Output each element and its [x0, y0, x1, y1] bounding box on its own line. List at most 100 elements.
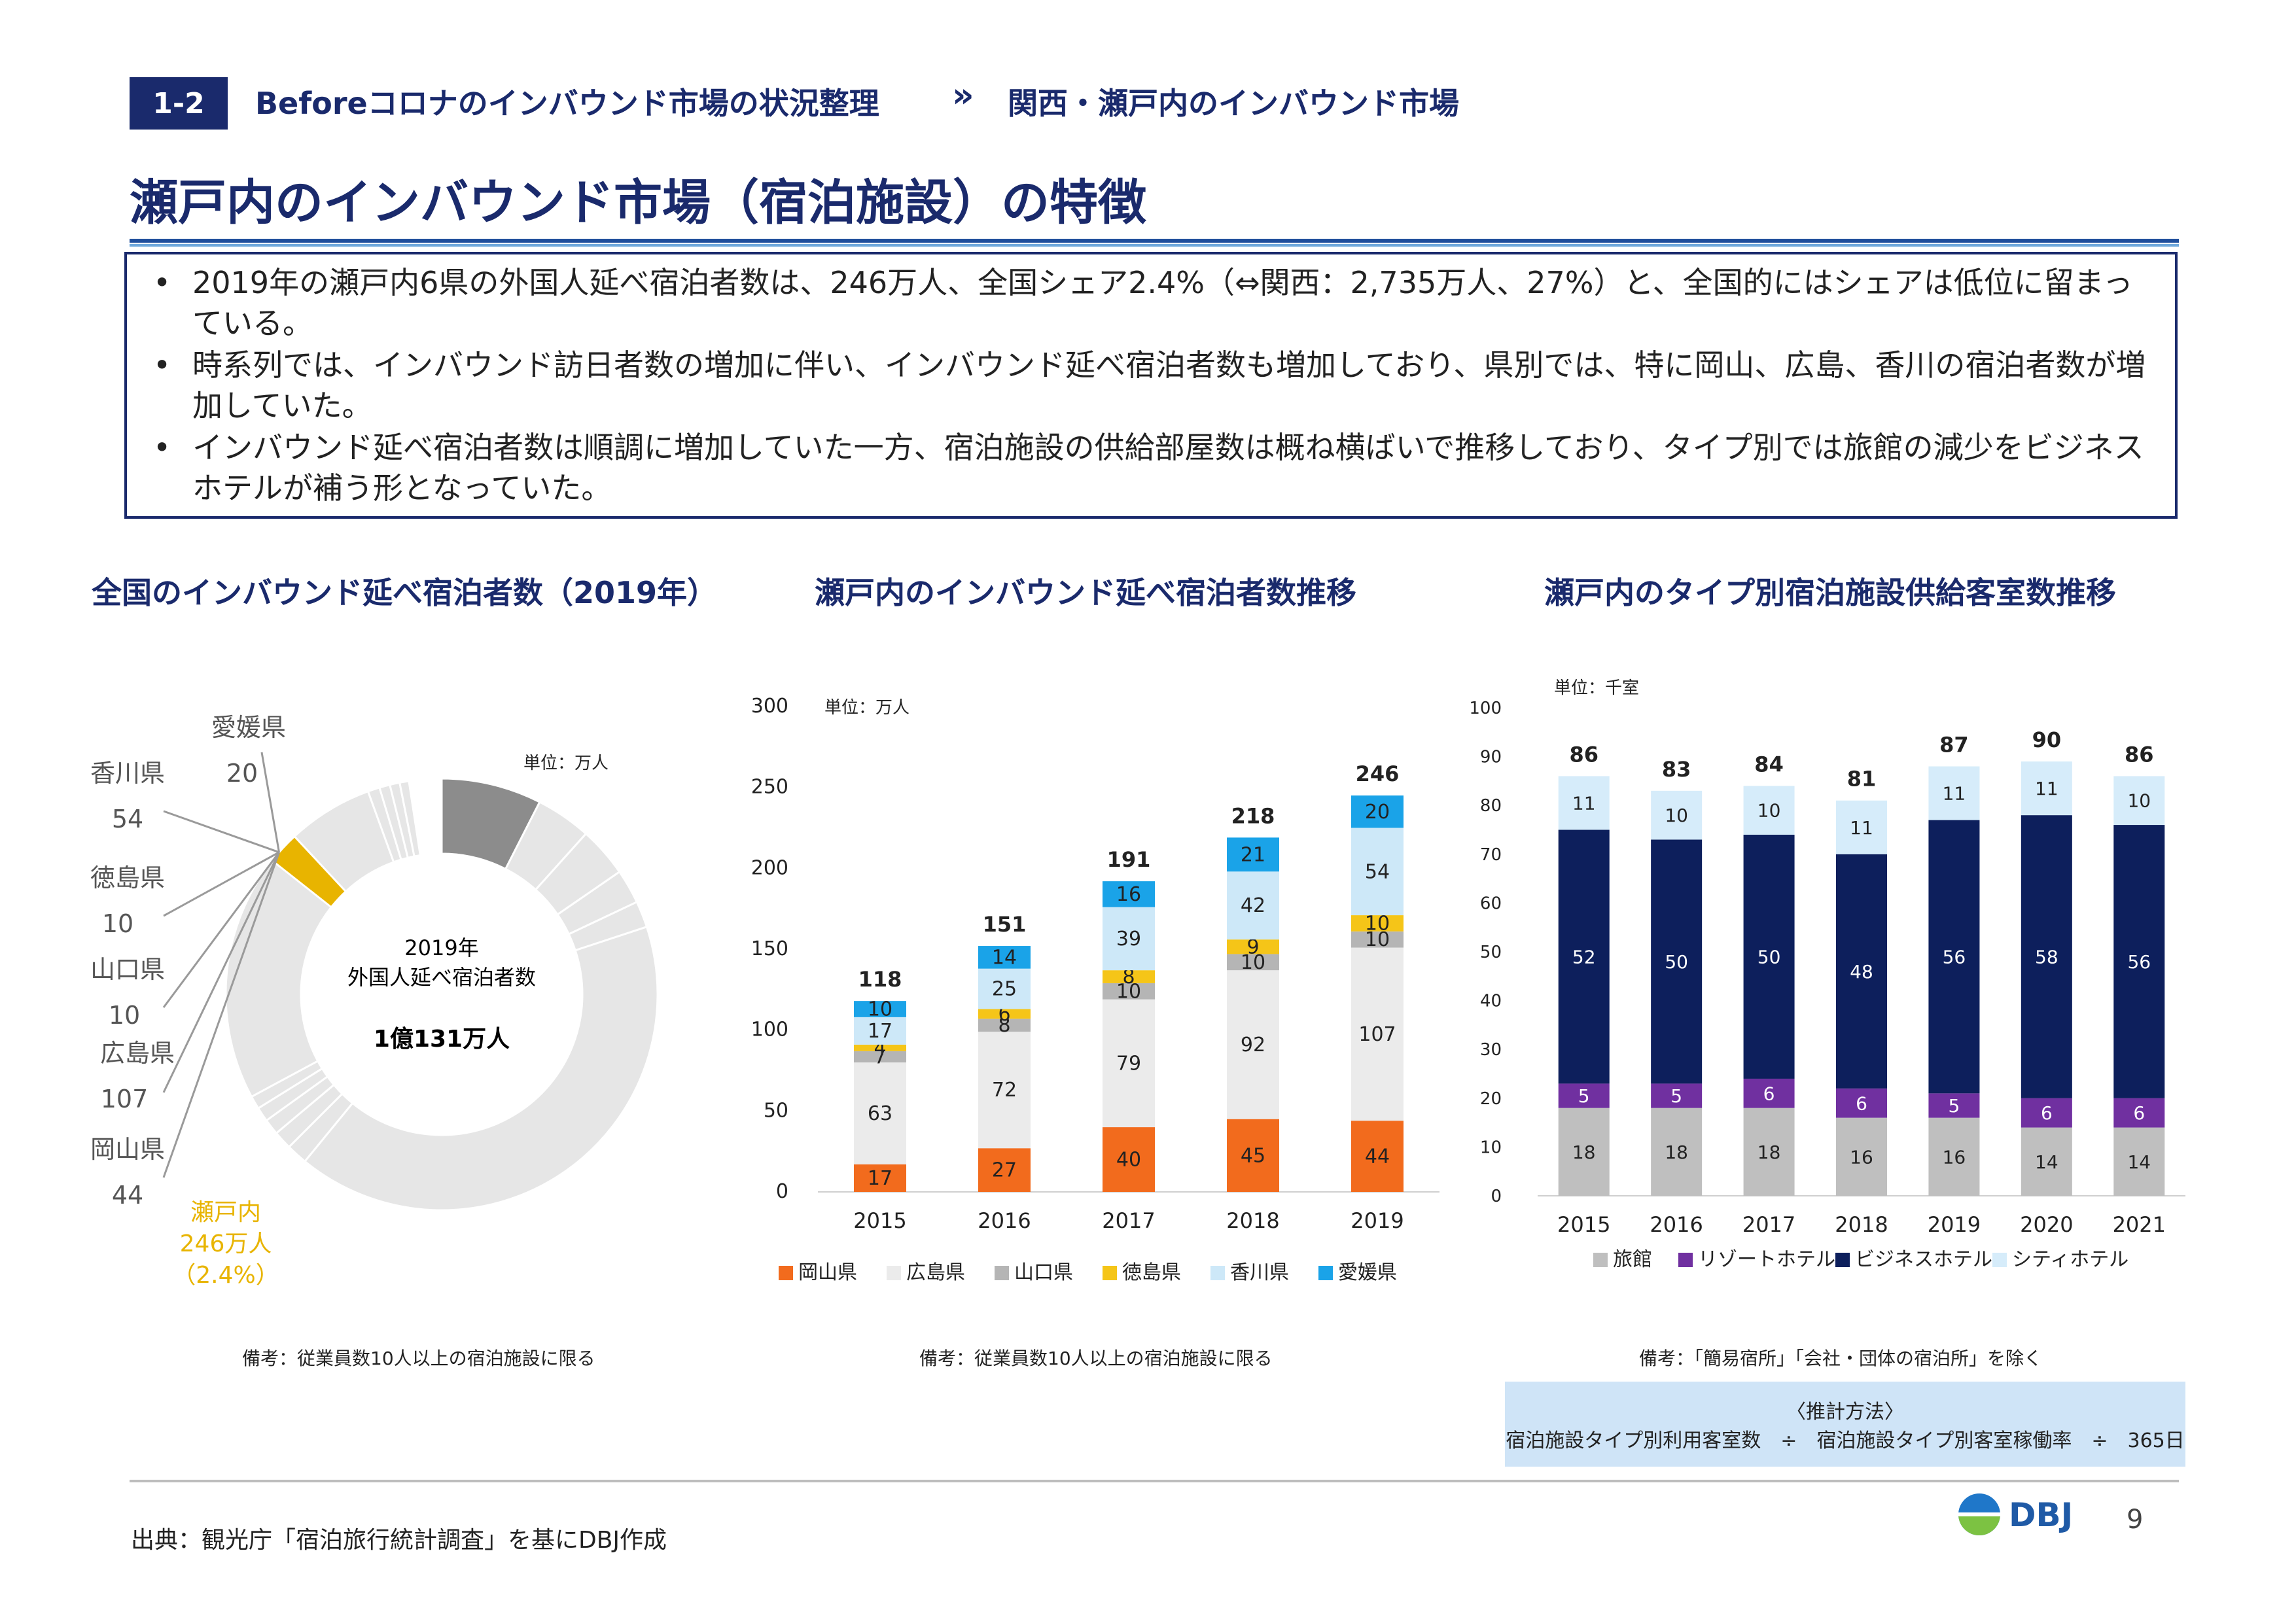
- bullet-icon: •: [153, 430, 171, 465]
- bar-value-label: 92: [1241, 1034, 1265, 1056]
- bar2-note: 備考：「簡易宿所」「会社・団体の宿泊所」を除く: [1639, 1348, 2043, 1369]
- bar-segment: [1558, 829, 1610, 1084]
- label-okayama: 岡山県: [90, 1135, 165, 1164]
- y-tick-label: 0: [776, 1180, 788, 1203]
- y-tick-label: 50: [764, 1099, 788, 1122]
- section-title: Beforeコロナのインバウンド市場の状況整理: [255, 86, 879, 121]
- bar-value-label: 39: [1116, 928, 1141, 951]
- summary-bullet: • 2019年の瀬戸内6県の外国人延べ宿泊者数は、246万人、全国シェア2.4%…: [153, 262, 2149, 343]
- section-badge: 1-2: [130, 77, 228, 130]
- donut-center-total: 1億131万人: [374, 1026, 510, 1053]
- bar-total-label: 218: [1231, 803, 1275, 828]
- bar-value-label: 50: [1665, 951, 1688, 973]
- bar-value-label: 14: [2035, 1151, 2058, 1173]
- bar1-bars: 1763741710118277286251415140791083916191…: [854, 761, 1404, 1192]
- legend-label: 徳島県: [1122, 1261, 1181, 1284]
- donut-slice: [224, 790, 395, 1098]
- x-tick-label: 2016: [978, 1208, 1031, 1233]
- bullet-icon: •: [153, 347, 171, 383]
- value-ehime: 20: [226, 759, 258, 788]
- method-title: 〈推計方法〉: [1786, 1401, 1904, 1423]
- leader-line: [162, 851, 280, 1008]
- bar-value-label: 5: [1949, 1095, 1960, 1117]
- setouchi-share: （2.4%）: [172, 1262, 279, 1289]
- method-formula: 宿泊施設タイプ別利用客室数 ÷ 宿泊施設タイプ別客室稼働率 ÷ 365日: [1506, 1429, 2185, 1452]
- bar-value-label: 56: [1943, 946, 1966, 968]
- page-number: 9: [2127, 1505, 2144, 1535]
- bar-total-label: 81: [1847, 767, 1877, 792]
- bar-value-label: 52: [1572, 946, 1596, 968]
- donut-ring: [224, 777, 659, 1212]
- x-tick-label: 2021: [2113, 1212, 2166, 1237]
- leader-line: [163, 851, 280, 917]
- bar-value-label: 8: [1122, 966, 1135, 988]
- bar-segment: [978, 1032, 1031, 1149]
- bar-value-label: 27: [992, 1159, 1017, 1182]
- footer-divider: [130, 1480, 2179, 1482]
- bullet-text: 時系列では、インバウンド訪日者数の増加に伴い、インバウンド延べ宿泊者数も増加して…: [192, 347, 2146, 423]
- donut-center-label: 外国人延べ宿泊者数: [347, 965, 536, 990]
- legend-label: シティホテル: [2012, 1248, 2128, 1271]
- summary-bullet: • 時系列では、インバウンド訪日者数の増加に伴い、インバウンド延べ宿泊者数も増加…: [153, 345, 2149, 426]
- bar-total-label: 86: [1569, 742, 1598, 767]
- bar-segment: [1103, 1127, 1155, 1192]
- bar-segment: [1743, 786, 1795, 835]
- bar-segment: [1743, 834, 1795, 1079]
- y-tick-label: 30: [1480, 1040, 1502, 1060]
- legend-swatch: [1992, 1253, 2007, 1267]
- bar-value-label: 5: [1578, 1085, 1590, 1107]
- bar-segment: [1836, 1088, 1887, 1118]
- bar-value-label: 10: [1241, 951, 1265, 974]
- bullet-text: インバウンド延べ宿泊者数は順調に増加していた一方、宿泊施設の供給部屋数は概ね横ば…: [192, 430, 2144, 506]
- bar-segment: [1743, 1078, 1795, 1108]
- bar-segment: [2113, 1127, 2165, 1196]
- bar2-unit: 単位：千室: [1554, 678, 1639, 698]
- bar-value-label: 18: [1757, 1142, 1781, 1163]
- title-divider-accent: [130, 244, 2179, 247]
- bar-segment: [1351, 915, 1404, 932]
- y-tick-label: 100: [751, 1019, 788, 1041]
- donut-chart-title: 全国のインバウンド延べ宿泊者数（2019年）: [92, 575, 718, 610]
- bar-segment: [1227, 954, 1279, 971]
- legend-swatch: [1318, 1266, 1333, 1280]
- bar-value-label: 6: [1856, 1092, 1867, 1114]
- bar-value-label: 48: [1850, 961, 1873, 983]
- bar-segment: [1103, 983, 1155, 1000]
- y-tick-label: 250: [751, 776, 788, 799]
- bar-value-label: 10: [1757, 800, 1781, 822]
- bar-total-label: 84: [1754, 752, 1784, 777]
- bar-segment: [854, 1051, 906, 1063]
- y-tick-label: 200: [751, 856, 788, 879]
- bar-chart-title: 瀬戸内のインバウンド延べ宿泊者数推移: [815, 575, 1356, 610]
- bar-segment: [1836, 854, 1887, 1089]
- title-divider: [130, 239, 2179, 243]
- bar-segment: [1836, 1117, 1887, 1196]
- bar-segment: [1558, 1108, 1610, 1196]
- bar-segment: [2021, 761, 2072, 816]
- legend-swatch: [779, 1266, 793, 1280]
- donut-center-year: 2019年: [404, 935, 478, 960]
- bar-segment: [854, 1044, 906, 1051]
- bar-value-label: 8: [998, 1014, 1010, 1037]
- legend-swatch: [1593, 1253, 1608, 1267]
- bar-segment: [1351, 795, 1404, 828]
- bar-segment: [2021, 815, 2072, 1098]
- bar-segment: [854, 1001, 906, 1017]
- chevron-icon: »: [952, 76, 974, 115]
- bar-total-label: 86: [2125, 742, 2154, 767]
- bar-total-label: 83: [1662, 757, 1691, 782]
- bar-value-label: 56: [2127, 951, 2151, 973]
- bar-value-label: 16: [1850, 1146, 1873, 1168]
- logo-text: DBJ: [2009, 1496, 2073, 1534]
- bar1-unit: 単位：万人: [824, 698, 910, 718]
- legend-swatch: [1103, 1266, 1117, 1280]
- bar-value-label: 107: [1358, 1023, 1396, 1046]
- legend-label: 広島県: [906, 1261, 965, 1284]
- x-tick-label: 2017: [1102, 1208, 1155, 1233]
- x-tick-label: 2015: [853, 1208, 906, 1233]
- y-tick-label: 90: [1480, 748, 1502, 767]
- y-tick-label: 150: [751, 937, 788, 960]
- donut-slice: [303, 925, 659, 1212]
- bar-segment: [978, 968, 1031, 1009]
- bar-total-label: 90: [2032, 727, 2062, 752]
